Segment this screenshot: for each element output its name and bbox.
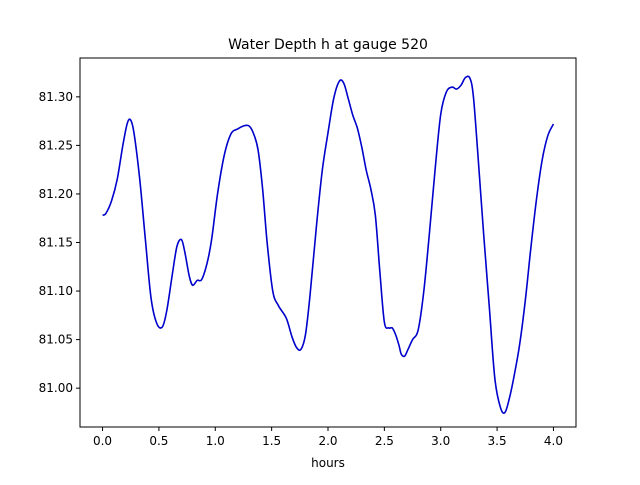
x-tick-label: 2.0 xyxy=(318,434,337,448)
axis-ticks: 0.0 0.5 1.0 1.5 2.0 2.5 3.0 3.5 4.0 81.00 81.05 81.… xyxy=(39,90,563,448)
x-tick-label: 1.5 xyxy=(262,434,281,448)
x-tick-label: 0.0 xyxy=(93,434,112,448)
axes-frame xyxy=(79,57,577,428)
y-tick-label: 81.25 xyxy=(39,138,73,152)
y-tick-label: 81.10 xyxy=(39,284,73,298)
y-tick-label: 81.00 xyxy=(39,381,73,395)
x-tick-label: 3.0 xyxy=(431,434,450,448)
y-tick-label: 81.30 xyxy=(39,90,73,104)
plot-area xyxy=(102,75,555,414)
x-tick-label: 3.5 xyxy=(488,434,507,448)
series-line xyxy=(102,75,555,414)
x-axis-label: hours xyxy=(311,456,345,470)
x-tick-label: 2.5 xyxy=(375,434,394,448)
x-tick-label: 4.0 xyxy=(544,434,563,448)
y-tick-label: 81.20 xyxy=(39,187,73,201)
y-tick-label: 81.15 xyxy=(39,236,73,250)
x-tick-label: 1.0 xyxy=(206,434,225,448)
x-tick-label: 0.5 xyxy=(149,434,168,448)
chart-title: Water Depth h at gauge 520 xyxy=(228,37,428,53)
y-tick-label: 81.05 xyxy=(39,333,73,347)
